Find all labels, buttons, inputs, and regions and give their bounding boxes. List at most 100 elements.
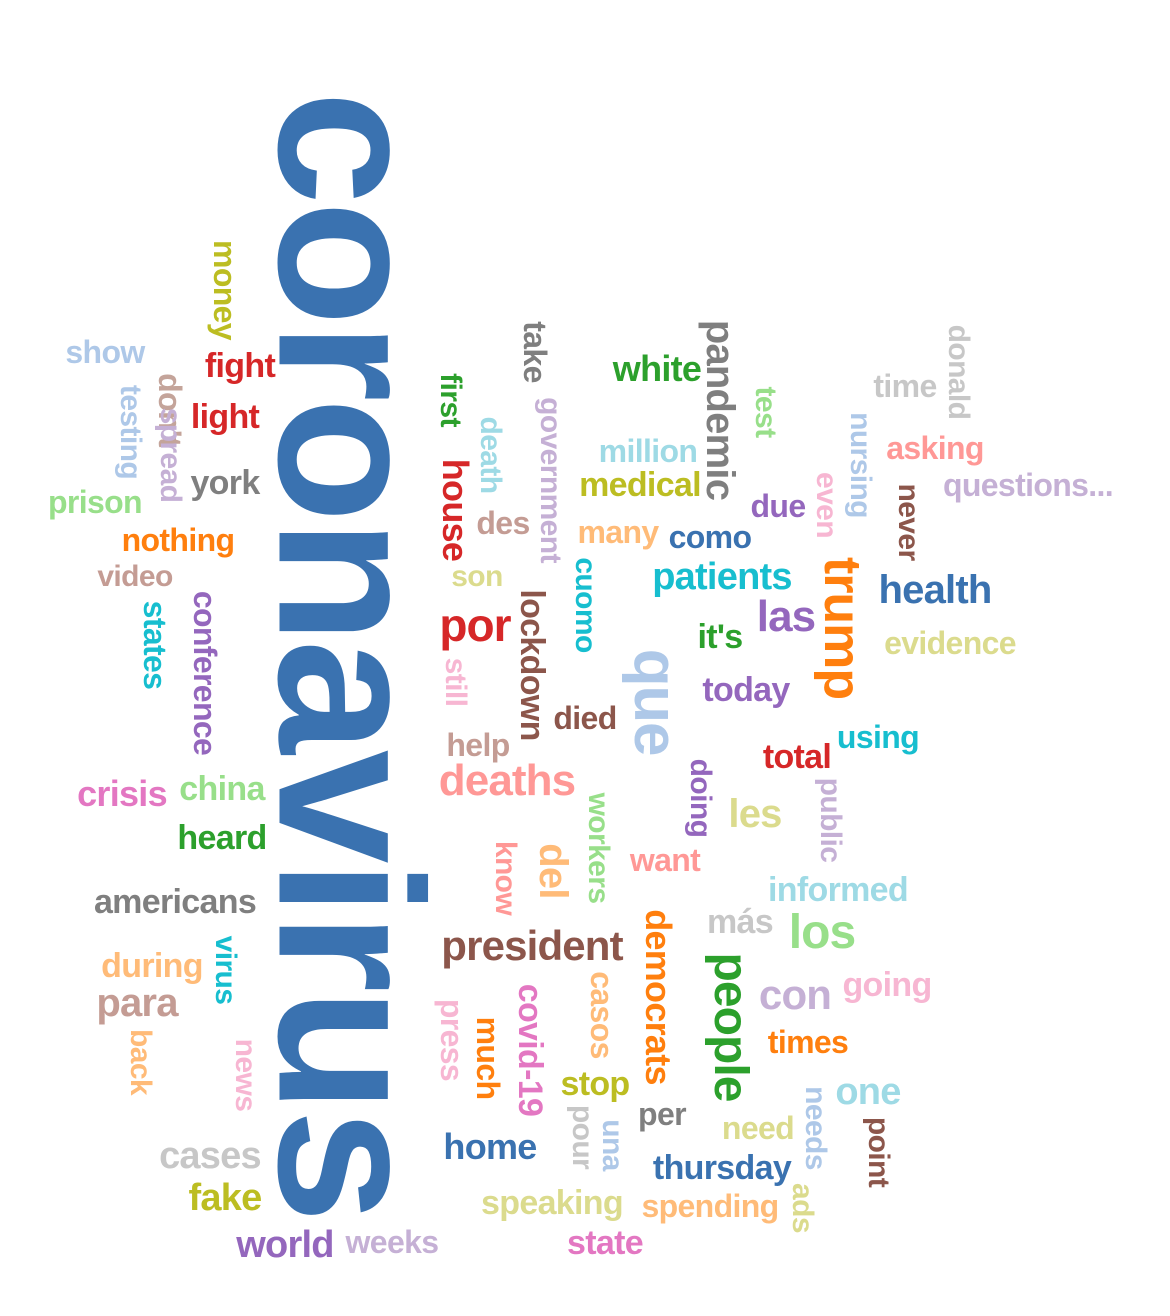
word-video: video [97, 560, 173, 593]
word-como: como [668, 519, 752, 555]
word-need: need [721, 1110, 795, 1146]
word-asking: asking [886, 430, 984, 466]
word-weeks: weeks [345, 1224, 440, 1260]
word-one: one [835, 1071, 901, 1113]
word-per: per [638, 1096, 687, 1132]
word-testing: testing [114, 384, 147, 480]
word-cases: cases [159, 1135, 262, 1177]
word-china: china [179, 770, 265, 808]
word-deaths: deaths [438, 756, 576, 805]
word-people: people [704, 952, 757, 1102]
word-les: les [728, 792, 782, 836]
word-due: due [750, 488, 807, 524]
word-americans: americans [93, 883, 257, 921]
word-para: para [96, 981, 178, 1025]
word-test: test [749, 386, 782, 438]
word-press: press [434, 998, 470, 1082]
word-during: during [101, 947, 203, 985]
word-workers: workers [582, 792, 615, 904]
word-cuomo: cuomo [569, 557, 602, 653]
word-health: health [878, 568, 993, 612]
word-point: point [862, 1116, 895, 1188]
word-much: much [470, 1016, 506, 1100]
word-york: york [190, 464, 260, 502]
word-lockdown: lockdown [513, 589, 551, 741]
word-las: las [756, 592, 816, 641]
word-por: por [439, 599, 511, 651]
word-m-s: más [706, 903, 774, 941]
word-con: con [758, 971, 832, 1018]
word-spending: spending [641, 1188, 779, 1224]
word-death: death [474, 416, 507, 494]
word-son: son [451, 560, 503, 593]
word-del: del [531, 843, 575, 899]
word-doing: doing [684, 758, 717, 838]
word-house: house [435, 458, 476, 562]
word-heard: heard [177, 819, 267, 857]
word-never: never [892, 483, 925, 561]
word-stop: stop [560, 1065, 630, 1103]
word-world: world [236, 1224, 334, 1266]
word-informed: informed [767, 871, 909, 909]
word-speaking: speaking [481, 1184, 624, 1222]
word-many: many [577, 514, 659, 550]
word-patients: patients [652, 556, 792, 598]
word-donald: donald [942, 324, 975, 420]
word-covid-19: covid-19 [511, 983, 549, 1117]
word-first: first [434, 373, 467, 427]
word-evidence: evidence [884, 625, 1016, 661]
word-even: even [810, 472, 843, 538]
word-trump: trump [813, 556, 871, 700]
word-it-s: it's [697, 618, 743, 656]
word-public: public [814, 777, 847, 863]
word-casos: casos [584, 971, 620, 1059]
word-thursday: thursday [652, 1149, 792, 1187]
word-una: una [596, 1119, 629, 1171]
word-nursing: nursing [844, 412, 877, 518]
word-know: know [489, 840, 522, 916]
word-medical: medical [579, 466, 702, 504]
word-want: want [629, 842, 701, 878]
word-que: que [621, 648, 690, 756]
word-needs: needs [799, 1086, 832, 1170]
word-prison: prison [48, 484, 143, 520]
word-fake: fake [188, 1177, 262, 1219]
word-using: using [836, 719, 920, 755]
word-help: help [446, 727, 510, 763]
word-government: government [534, 397, 567, 563]
word-pandemic: pandemic [698, 319, 742, 501]
word-take: take [517, 321, 553, 383]
word-total: total [762, 738, 832, 776]
word-million: million [598, 433, 698, 469]
word-virus: virus [209, 935, 242, 1005]
word-still: still [439, 657, 472, 707]
word-states: states [137, 600, 173, 690]
word-ads: ads [786, 1183, 819, 1233]
word-show: show [65, 334, 145, 370]
word-nothing: nothing [121, 522, 235, 558]
word-today: today [702, 671, 790, 709]
word-back: back [124, 1029, 157, 1095]
word-president: president [441, 922, 623, 969]
word-money: money [207, 240, 243, 340]
word-coronavirus: coronavirus [235, 90, 465, 1220]
word-state: state [567, 1224, 644, 1262]
word-crisis: crisis [77, 773, 167, 814]
word-des: des [476, 505, 530, 541]
word-pour: pour [566, 1104, 599, 1170]
word-home: home [443, 1126, 537, 1167]
word-died: died [553, 700, 617, 736]
word-spread: spread [154, 407, 187, 503]
word-democrats: democrats [638, 909, 679, 1085]
word-news: news [229, 1038, 262, 1112]
word-light: light [190, 398, 260, 436]
word-times: times [767, 1024, 849, 1060]
word-going: going [842, 966, 932, 1004]
word-fight: fight [204, 347, 276, 385]
word-questions: questions... [942, 467, 1114, 503]
word-time: time [873, 368, 937, 404]
word-conference: conference [187, 590, 223, 756]
word-white: white [612, 348, 702, 389]
word-los: los [788, 906, 856, 959]
